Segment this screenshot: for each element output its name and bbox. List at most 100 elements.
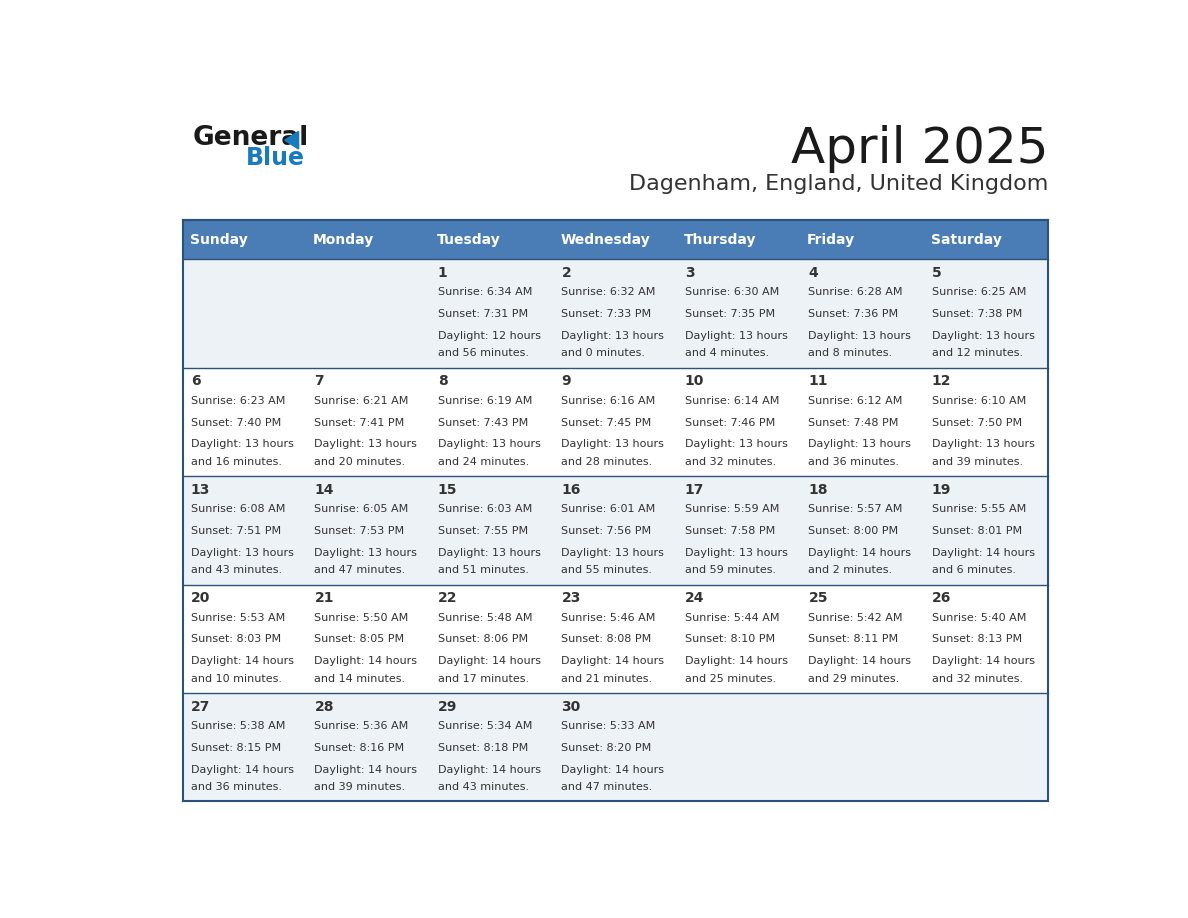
- Text: 29: 29: [438, 700, 457, 713]
- Text: 21: 21: [315, 591, 334, 605]
- Bar: [801, 219, 924, 259]
- Text: 25: 25: [808, 591, 828, 605]
- Text: Tuesday: Tuesday: [437, 232, 500, 247]
- Text: Sunset: 7:41 PM: Sunset: 7:41 PM: [315, 418, 405, 428]
- Bar: [677, 219, 801, 259]
- Text: Daylight: 13 hours: Daylight: 13 hours: [438, 440, 541, 449]
- Text: Daylight: 13 hours: Daylight: 13 hours: [685, 330, 788, 341]
- Text: and 21 minutes.: and 21 minutes.: [562, 674, 652, 684]
- Text: and 29 minutes.: and 29 minutes.: [808, 674, 899, 684]
- Text: 4: 4: [808, 266, 819, 280]
- Text: Sunset: 8:11 PM: Sunset: 8:11 PM: [808, 634, 898, 644]
- Text: and 17 minutes.: and 17 minutes.: [438, 674, 529, 684]
- Text: 26: 26: [931, 591, 952, 605]
- Text: Daylight: 14 hours: Daylight: 14 hours: [685, 656, 788, 666]
- Text: 1: 1: [438, 266, 448, 280]
- Text: Daylight: 13 hours: Daylight: 13 hours: [438, 548, 541, 558]
- Text: Daylight: 13 hours: Daylight: 13 hours: [315, 440, 417, 449]
- Text: Sunset: 7:40 PM: Sunset: 7:40 PM: [191, 418, 282, 428]
- Text: and 56 minutes.: and 56 minutes.: [438, 348, 529, 358]
- Text: Daylight: 13 hours: Daylight: 13 hours: [562, 330, 664, 341]
- Text: Sunset: 8:06 PM: Sunset: 8:06 PM: [438, 634, 527, 644]
- Text: Daylight: 14 hours: Daylight: 14 hours: [562, 656, 664, 666]
- Text: Daylight: 14 hours: Daylight: 14 hours: [315, 656, 417, 666]
- Text: Sunset: 7:50 PM: Sunset: 7:50 PM: [931, 418, 1022, 428]
- Text: and 43 minutes.: and 43 minutes.: [438, 782, 529, 792]
- Text: Sunset: 7:45 PM: Sunset: 7:45 PM: [562, 418, 652, 428]
- Text: Daylight: 13 hours: Daylight: 13 hours: [931, 330, 1035, 341]
- Text: 28: 28: [315, 700, 334, 713]
- Text: and 24 minutes.: and 24 minutes.: [438, 456, 529, 466]
- Text: Sunrise: 5:42 AM: Sunrise: 5:42 AM: [808, 613, 903, 622]
- Text: Daylight: 14 hours: Daylight: 14 hours: [562, 765, 664, 775]
- Text: Sunrise: 6:32 AM: Sunrise: 6:32 AM: [562, 287, 656, 297]
- Text: Sunday: Sunday: [190, 232, 247, 247]
- Text: Daylight: 14 hours: Daylight: 14 hours: [438, 765, 541, 775]
- Text: Sunrise: 6:03 AM: Sunrise: 6:03 AM: [438, 504, 532, 514]
- Bar: [430, 219, 554, 259]
- Text: General: General: [192, 126, 309, 151]
- Text: 11: 11: [808, 375, 828, 388]
- Text: Sunset: 8:05 PM: Sunset: 8:05 PM: [315, 634, 405, 644]
- Text: Daylight: 12 hours: Daylight: 12 hours: [438, 330, 541, 341]
- Text: and 36 minutes.: and 36 minutes.: [808, 456, 899, 466]
- Text: Sunrise: 6:19 AM: Sunrise: 6:19 AM: [438, 396, 532, 406]
- Text: Daylight: 13 hours: Daylight: 13 hours: [315, 548, 417, 558]
- Text: Sunrise: 6:01 AM: Sunrise: 6:01 AM: [562, 504, 656, 514]
- Text: Sunrise: 5:53 AM: Sunrise: 5:53 AM: [191, 613, 285, 622]
- Text: 7: 7: [315, 375, 324, 388]
- Text: 12: 12: [931, 375, 952, 388]
- Text: Sunset: 7:38 PM: Sunset: 7:38 PM: [931, 309, 1022, 319]
- Text: Daylight: 13 hours: Daylight: 13 hours: [808, 330, 911, 341]
- Text: Sunrise: 6:05 AM: Sunrise: 6:05 AM: [315, 504, 409, 514]
- Text: Friday: Friday: [807, 232, 855, 247]
- Text: Sunrise: 6:23 AM: Sunrise: 6:23 AM: [191, 396, 285, 406]
- Text: 24: 24: [685, 591, 704, 605]
- Text: Daylight: 14 hours: Daylight: 14 hours: [191, 765, 293, 775]
- Text: and 28 minutes.: and 28 minutes.: [562, 456, 652, 466]
- Text: Sunrise: 5:46 AM: Sunrise: 5:46 AM: [562, 613, 656, 622]
- Text: 13: 13: [191, 483, 210, 497]
- Text: 14: 14: [315, 483, 334, 497]
- Text: Dagenham, England, United Kingdom: Dagenham, England, United Kingdom: [628, 174, 1048, 195]
- Text: Daylight: 14 hours: Daylight: 14 hours: [438, 656, 541, 666]
- Text: 22: 22: [438, 591, 457, 605]
- Text: Daylight: 13 hours: Daylight: 13 hours: [685, 548, 788, 558]
- Text: Sunset: 7:36 PM: Sunset: 7:36 PM: [808, 309, 898, 319]
- Text: Saturday: Saturday: [930, 232, 1001, 247]
- Text: Sunrise: 5:55 AM: Sunrise: 5:55 AM: [931, 504, 1026, 514]
- Text: and 2 minutes.: and 2 minutes.: [808, 565, 892, 575]
- Text: Daylight: 13 hours: Daylight: 13 hours: [931, 440, 1035, 449]
- Text: 2: 2: [562, 266, 571, 280]
- Text: 9: 9: [562, 375, 571, 388]
- Text: and 12 minutes.: and 12 minutes.: [931, 348, 1023, 358]
- Text: and 51 minutes.: and 51 minutes.: [438, 565, 529, 575]
- Text: Daylight: 14 hours: Daylight: 14 hours: [808, 656, 911, 666]
- Text: 17: 17: [685, 483, 704, 497]
- Text: Sunset: 8:13 PM: Sunset: 8:13 PM: [931, 634, 1022, 644]
- Text: and 43 minutes.: and 43 minutes.: [191, 565, 282, 575]
- Text: Sunset: 8:15 PM: Sunset: 8:15 PM: [191, 743, 282, 753]
- Text: and 55 minutes.: and 55 minutes.: [562, 565, 652, 575]
- Text: Sunset: 7:33 PM: Sunset: 7:33 PM: [562, 309, 651, 319]
- Text: and 6 minutes.: and 6 minutes.: [931, 565, 1016, 575]
- Text: Sunset: 7:31 PM: Sunset: 7:31 PM: [438, 309, 527, 319]
- Text: Sunrise: 5:59 AM: Sunrise: 5:59 AM: [685, 504, 779, 514]
- Text: Sunset: 7:35 PM: Sunset: 7:35 PM: [685, 309, 775, 319]
- Text: Daylight: 14 hours: Daylight: 14 hours: [808, 548, 911, 558]
- Text: Sunrise: 5:44 AM: Sunrise: 5:44 AM: [685, 613, 779, 622]
- Text: Daylight: 14 hours: Daylight: 14 hours: [931, 548, 1035, 558]
- Text: Sunset: 7:56 PM: Sunset: 7:56 PM: [562, 526, 651, 536]
- Polygon shape: [285, 131, 298, 149]
- Text: Sunrise: 6:16 AM: Sunrise: 6:16 AM: [562, 396, 656, 406]
- Text: 5: 5: [931, 266, 942, 280]
- Text: Sunrise: 5:34 AM: Sunrise: 5:34 AM: [438, 722, 532, 732]
- Text: and 16 minutes.: and 16 minutes.: [191, 456, 282, 466]
- Text: Sunrise: 5:36 AM: Sunrise: 5:36 AM: [315, 722, 409, 732]
- Text: Sunset: 7:55 PM: Sunset: 7:55 PM: [438, 526, 527, 536]
- Text: Sunset: 8:03 PM: Sunset: 8:03 PM: [191, 634, 282, 644]
- Text: Sunset: 7:43 PM: Sunset: 7:43 PM: [438, 418, 529, 428]
- Text: Sunset: 8:08 PM: Sunset: 8:08 PM: [562, 634, 652, 644]
- Text: 23: 23: [562, 591, 581, 605]
- Text: Sunset: 8:00 PM: Sunset: 8:00 PM: [808, 526, 898, 536]
